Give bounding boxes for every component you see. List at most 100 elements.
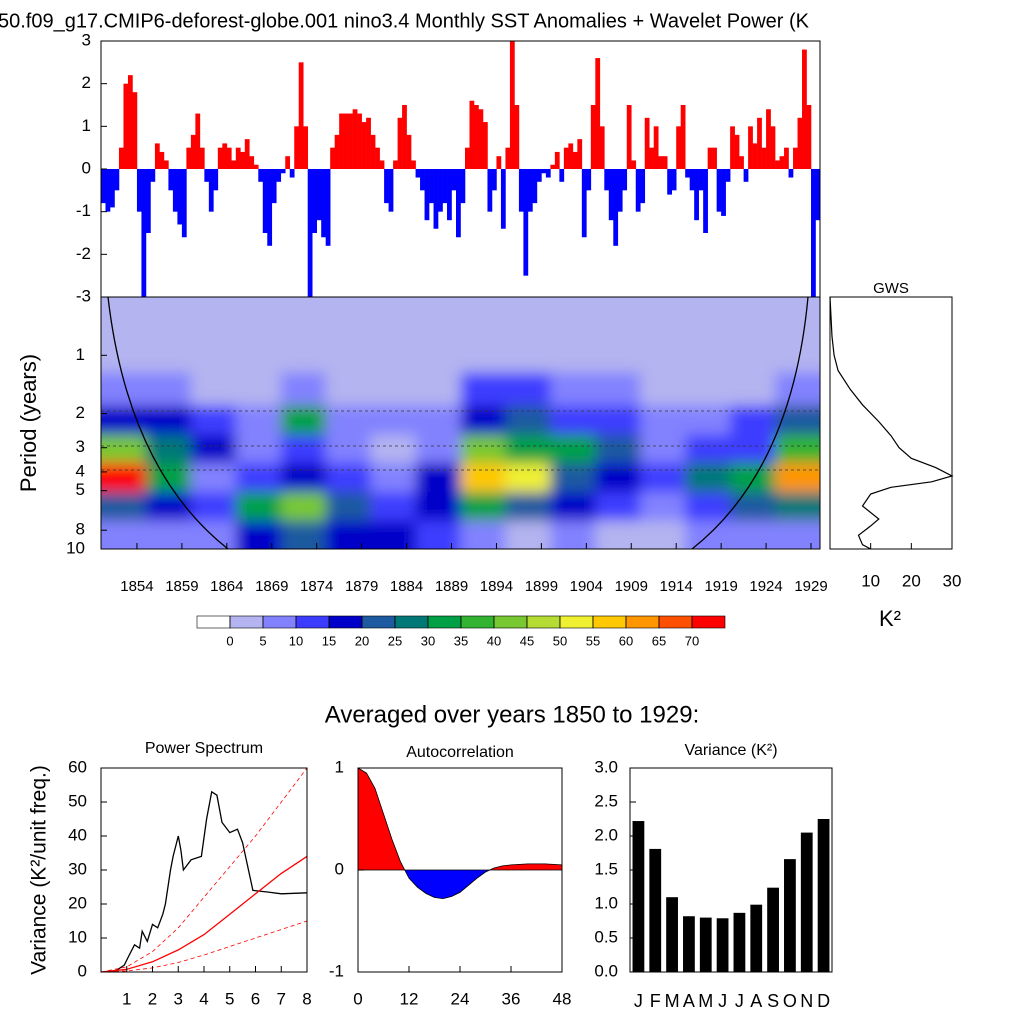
anomaly-bar (366, 117, 371, 169)
wavelet-cell (101, 405, 147, 436)
wavelet-cell (415, 434, 461, 464)
anomaly-bar (770, 126, 776, 169)
anomaly-bar (626, 105, 632, 169)
anomaly-bar (788, 169, 794, 178)
anomaly-bar (658, 156, 664, 169)
anomaly-bar (438, 169, 443, 212)
colorbar-label: 20 (355, 633, 369, 648)
wavelet-cell (370, 492, 417, 522)
anomaly-bar (307, 169, 313, 297)
wavelet-cell (640, 462, 686, 493)
x-tick-label: 24 (451, 989, 470, 1008)
wavelet-cell (775, 462, 820, 493)
anomaly-bar (321, 169, 326, 238)
anomaly-bar (186, 147, 192, 169)
anomaly-bar (536, 169, 542, 182)
wavelet-cell (190, 462, 237, 493)
anomaly-bar (415, 169, 421, 178)
wavelet-cell (190, 434, 237, 464)
y-tick-label: 2.5 (594, 791, 618, 810)
x-tick-label: 4 (199, 989, 208, 1008)
y-tick-label: -1 (76, 201, 91, 220)
anomaly-bar (127, 75, 133, 169)
x-tick-label: 48 (553, 989, 572, 1008)
anomaly-bar (190, 134, 196, 169)
y-tick-label: -1 (329, 961, 344, 980)
wavelet-cell (370, 462, 417, 493)
y-tick-label: 0 (335, 859, 344, 878)
x-tick-label: 1929 (794, 578, 827, 595)
anomaly-bar (811, 169, 816, 297)
anomaly-bar (590, 105, 596, 169)
x-tick-label: 6 (251, 989, 260, 1008)
x-tick-label: 1889 (435, 578, 468, 595)
anomaly-bar (101, 169, 106, 204)
anomaly-bar (163, 160, 169, 169)
wavelet-cell (190, 520, 237, 549)
colorbar-box (592, 615, 627, 629)
anomaly-bar (159, 151, 165, 169)
y-tick-label: 50 (68, 791, 87, 810)
anomaly-bar (797, 117, 803, 169)
wavelet-cell (595, 333, 641, 373)
y-tick-label: 2.0 (594, 825, 618, 844)
anomaly-bar (226, 147, 232, 169)
x-tick-label: 12 (400, 989, 419, 1008)
anomaly-bar (644, 117, 650, 169)
wavelet-cell (775, 520, 820, 549)
wavelet-cell (505, 372, 551, 407)
negative-area (358, 870, 562, 899)
wavelet-cell (235, 405, 282, 436)
anomaly-bar (271, 169, 277, 204)
anomaly-bar (586, 169, 592, 191)
x-tick-label: 1859 (165, 578, 198, 595)
spectrum-line (100, 855, 308, 973)
wavelet-cell (640, 492, 686, 522)
anomaly-bar (685, 169, 690, 178)
anomaly-bar (631, 160, 637, 169)
y-tick-label: 2 (82, 73, 91, 92)
wavelet-cell (101, 333, 147, 373)
anomaly-bar (424, 169, 430, 221)
wavelet-cell (730, 405, 776, 436)
anomaly-bar (581, 169, 587, 238)
x-tick-label: 1869 (255, 578, 288, 595)
wavelet-cell (595, 405, 641, 436)
y-tick-label: 5 (76, 480, 85, 499)
wavelet-cell (505, 405, 551, 436)
anomaly-bar (406, 134, 412, 169)
anomaly-bar (784, 147, 789, 169)
colorbar-label: 40 (487, 633, 501, 648)
plot-frame (829, 296, 953, 550)
anomaly-bar (635, 169, 641, 212)
anomaly-bar (572, 151, 578, 169)
wavelet-cell (775, 297, 820, 335)
wavelet-cell (235, 462, 282, 493)
wavelet-cell (415, 462, 461, 493)
x-tick-label: 1899 (525, 578, 558, 595)
x-tick-label: 1924 (749, 578, 782, 595)
plot-frame (357, 767, 563, 973)
anomaly-bar (806, 105, 812, 169)
colorbar-box (526, 615, 561, 629)
wavelet-cell (190, 372, 237, 407)
bar (666, 897, 678, 972)
y-tick-label: 1 (82, 116, 91, 135)
wavelet-cell (235, 297, 282, 335)
anomaly-bar (622, 169, 628, 191)
colorbar-label: 10 (289, 633, 303, 648)
anomaly-bar (703, 169, 708, 233)
wavelet-cell (415, 405, 461, 436)
wavelet-cell (280, 492, 327, 522)
anomaly-bar (518, 169, 524, 212)
wavelet-cell (460, 372, 506, 407)
anomaly-bar (217, 147, 223, 169)
x-axis-label: K² (879, 606, 901, 631)
x-tick-label: S (767, 991, 779, 1011)
y-tick-label: 2 (76, 403, 85, 422)
anomaly-bar (667, 169, 673, 195)
colorbar-label: 45 (520, 633, 534, 648)
colorbar-label: 60 (619, 633, 633, 648)
wavelet-cell (415, 520, 461, 549)
wavelet-cell (370, 333, 417, 373)
